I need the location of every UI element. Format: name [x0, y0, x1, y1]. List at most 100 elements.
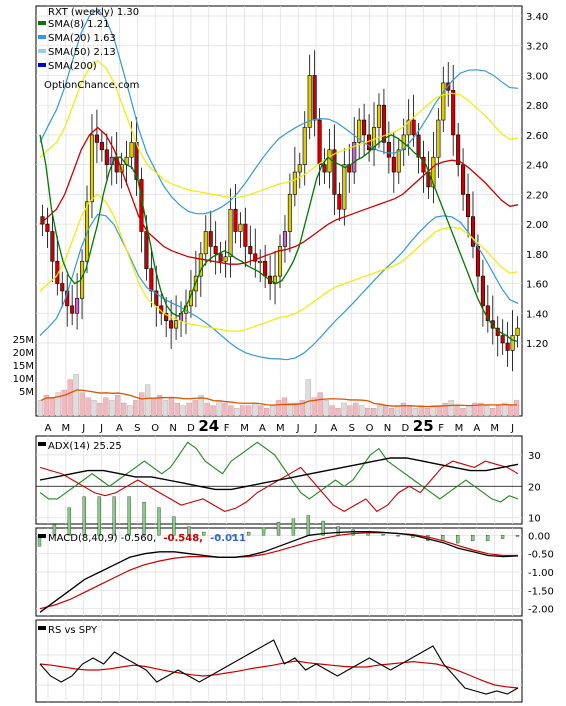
- legend-label-sma50: SMA(50) 2.13: [48, 47, 116, 58]
- volume-bar: [406, 405, 413, 417]
- macd-histogram-bar: [306, 515, 311, 536]
- x-tick-label: M: [490, 423, 499, 434]
- volume-bar: [43, 395, 50, 417]
- rs-swatch: [38, 626, 46, 630]
- candle-body: [104, 149, 109, 165]
- x-tick-label: O: [151, 423, 159, 434]
- legend-swatch-sma8: [38, 21, 46, 25]
- rs-label: RS vs SPY: [48, 625, 98, 636]
- volume-bar: [144, 384, 151, 417]
- x-tick-label: M: [62, 423, 71, 434]
- x-tick-label: D: [187, 423, 195, 434]
- macd-histogram-bar: [202, 531, 206, 536]
- volume-bar: [490, 408, 496, 417]
- candle-body: [99, 142, 104, 151]
- volume-bar: [133, 400, 139, 417]
- candle-body: [332, 149, 337, 195]
- candle-body: [347, 164, 352, 173]
- volume-bar: [377, 405, 383, 417]
- volume-bar: [347, 405, 353, 417]
- chart-title: RXT (weekly) 1.30: [48, 7, 139, 18]
- candle-body: [317, 119, 322, 165]
- volume-bar: [329, 405, 335, 417]
- candle-body: [263, 260, 268, 277]
- adx-tick-label: 10: [528, 514, 541, 525]
- candle-body: [213, 246, 218, 255]
- volume-bar: [263, 408, 270, 417]
- candle-body: [451, 90, 456, 136]
- volume-bar: [442, 402, 448, 417]
- rs-panel-frame: [35, 619, 523, 703]
- main-panel-frame: [35, 5, 523, 417]
- volume-bar: [246, 405, 252, 417]
- macd-histogram-bar: [187, 526, 191, 536]
- volume-bar: [186, 402, 192, 417]
- candle-body: [45, 223, 50, 232]
- y-tick-label: 1.60: [526, 280, 548, 291]
- candle-body: [248, 246, 253, 255]
- candle-body: [431, 156, 436, 188]
- candle-body: [164, 312, 169, 322]
- x-tick-label: A: [330, 423, 337, 434]
- y-tick-label: 1.20: [526, 339, 548, 350]
- axis-labels: A M J J A S O N D 24 F M A M J J A S O N D 25 F M A M J3.403.203.0…: [13, 12, 554, 616]
- volume-bar: [210, 405, 216, 417]
- candle-body: [376, 104, 382, 128]
- indicator-lines: [37, 8, 520, 695]
- volume-bar: [240, 405, 246, 417]
- volume-bar: [496, 405, 502, 417]
- legend-sma50: SMA(50) 2.13: [38, 47, 116, 58]
- volume-bar: [258, 405, 264, 417]
- y-tick-label: 3.00: [526, 71, 548, 82]
- legend-swatch-sma20: [38, 35, 46, 39]
- candle-body: [327, 149, 332, 173]
- macd-histogram-bar: [67, 507, 72, 536]
- macd-histogram-bar: [157, 507, 161, 536]
- volume-bar: [281, 397, 288, 417]
- y-tick-label: 2.60: [526, 131, 548, 142]
- candle-body: [510, 335, 515, 351]
- volume-bar: [466, 405, 472, 417]
- y-tick-label: 2.40: [526, 161, 548, 172]
- y-tick-label: 3.20: [526, 42, 548, 53]
- candle-body: [406, 119, 411, 136]
- macd-histogram-bar: [142, 502, 146, 536]
- volume-bar: [388, 408, 395, 417]
- candle-body: [416, 134, 421, 158]
- volume-bar: [311, 397, 317, 417]
- y-tick-label: 3.40: [526, 12, 548, 23]
- x-tick-label: M: [240, 423, 249, 434]
- macd-histogram-bar: [261, 527, 266, 536]
- volume-bar: [287, 402, 294, 417]
- volume-bar: [91, 400, 97, 417]
- adx-tick-label: 30: [528, 451, 541, 462]
- candle-body: [500, 335, 505, 344]
- volume-bar: [513, 400, 520, 417]
- volume-bar: [424, 408, 430, 417]
- legend-label-sma20: SMA(20) 1.63: [48, 33, 116, 44]
- candle-body: [50, 231, 55, 262]
- volume-bar: [121, 402, 127, 417]
- candle-body: [70, 305, 75, 314]
- macd-histogram-bar: [500, 535, 505, 539]
- candle-body: [277, 246, 283, 277]
- candle-body: [253, 253, 258, 262]
- volume-tick-label: 10M: [13, 374, 34, 385]
- rs-line: [39, 639, 519, 695]
- volume-bar: [139, 392, 145, 417]
- legend-swatch-sma200: [38, 63, 46, 67]
- candle-body: [258, 260, 263, 264]
- y-tick-label: 2.20: [526, 190, 548, 201]
- bollinger-upper-line: [39, 8, 519, 215]
- candle-body: [322, 164, 327, 173]
- y-tick-label: 1.40: [526, 309, 548, 320]
- volume-bar: [323, 400, 329, 417]
- candle-body: [362, 119, 367, 136]
- adx-swatch: [38, 442, 46, 446]
- candle-body: [203, 231, 208, 255]
- candle-body: [89, 134, 94, 203]
- candle-body: [312, 75, 317, 121]
- candle-body: [342, 164, 347, 210]
- x-tick-label: J: [510, 423, 514, 434]
- volume-bar: [97, 402, 103, 417]
